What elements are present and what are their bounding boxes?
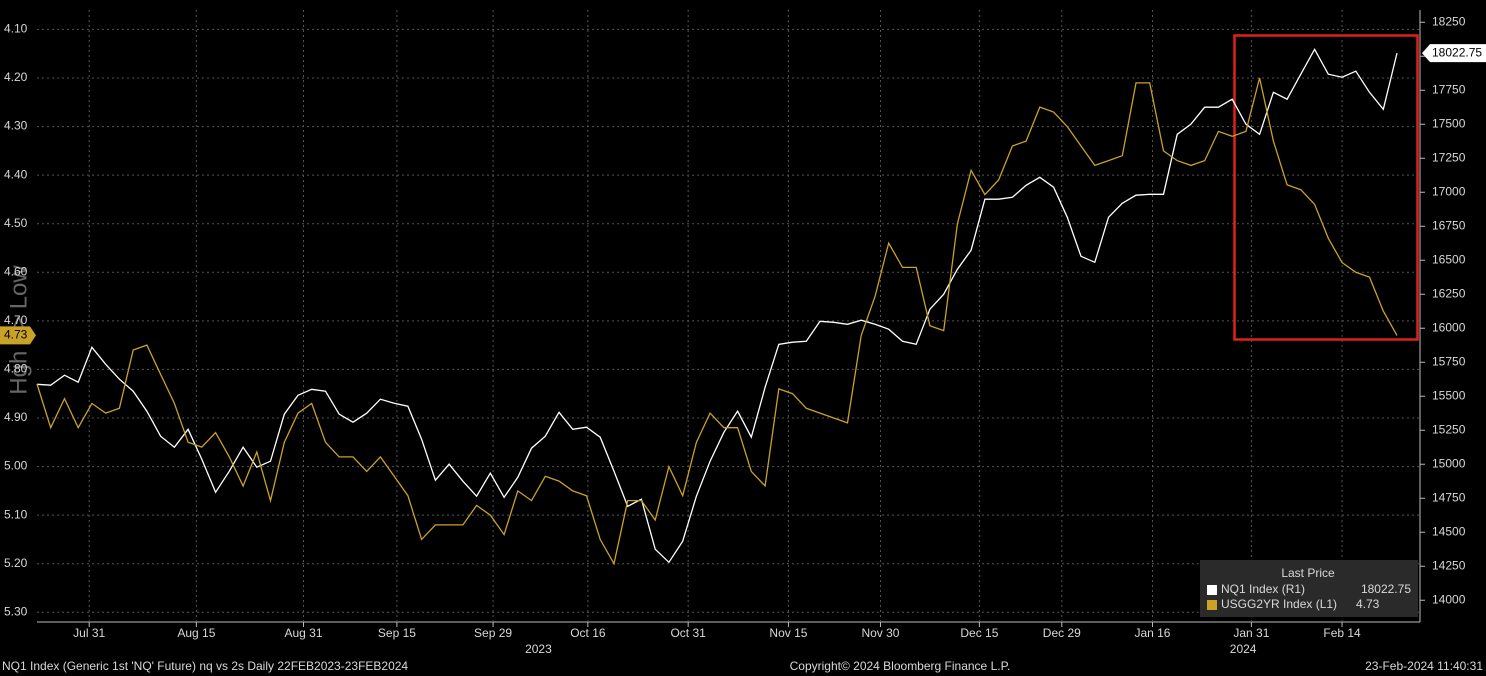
year-label: 2023 — [525, 642, 552, 656]
y-tick-label: 4.90 — [4, 410, 28, 424]
y2-tick-label: 14000 — [1432, 592, 1466, 606]
y-tick-label: 5.10 — [4, 507, 28, 521]
y2-tick-label: 17000 — [1432, 184, 1466, 198]
y2-tick-label: 17750 — [1432, 82, 1466, 96]
y-tick-label: 5.20 — [4, 556, 28, 570]
legend-title: Last Price — [1281, 566, 1335, 580]
x-tick-label: Oct 31 — [670, 626, 706, 640]
x-tick-label: Aug 31 — [284, 626, 322, 640]
y2-tick-label: 16500 — [1432, 252, 1466, 266]
y-tick-label: 4.70 — [4, 313, 28, 327]
y-tick-label: 4.80 — [4, 362, 28, 376]
last-value-label: 18022.75 — [1432, 45, 1482, 59]
x-tick-label: Sep 29 — [474, 626, 512, 640]
x-tick-label: Feb 14 — [1323, 626, 1361, 640]
last-value-label: 4.73 — [4, 328, 28, 342]
footer-left: NQ1 Index (Generic 1st 'NQ' Future) nq v… — [2, 659, 408, 673]
y-tick-label: 5.30 — [4, 604, 28, 618]
y-tick-label: 4.30 — [4, 119, 28, 133]
x-tick-label: Oct 16 — [570, 626, 606, 640]
y-tick-label: 4.20 — [4, 70, 28, 84]
legend-label: NQ1 Index (R1) — [1221, 582, 1305, 596]
x-tick-label: Dec 15 — [960, 626, 998, 640]
y2-tick-label: 15750 — [1432, 354, 1466, 368]
y2-tick-label: 17250 — [1432, 150, 1466, 164]
last-value-badge — [0, 326, 36, 345]
x-tick-label: Dec 29 — [1043, 626, 1081, 640]
y2-tick-label: 14750 — [1432, 490, 1466, 504]
legend-swatch — [1207, 585, 1217, 595]
series-line — [36, 77, 1398, 566]
legend-value: 18022.75 — [1361, 582, 1411, 596]
legend-box — [1200, 560, 1418, 617]
footer-center: Copyright© 2024 Bloomberg Finance L.P. — [790, 659, 1011, 673]
x-tick-label: Aug 15 — [177, 626, 215, 640]
x-tick-label: Jul 31 — [73, 626, 105, 640]
legend-swatch — [1207, 600, 1217, 610]
last-value-badge — [1422, 44, 1486, 63]
x-tick-label: Nov 30 — [861, 626, 899, 640]
y-tick-label: 4.40 — [4, 167, 28, 181]
x-tick-label: Jan 31 — [1233, 626, 1269, 640]
year-label: 2024 — [1230, 642, 1257, 656]
footer-right: 23-Feb-2024 11:40:31 — [1365, 659, 1483, 673]
x-tick-label: Nov 15 — [769, 626, 807, 640]
y2-tick-label: 15250 — [1432, 422, 1466, 436]
y2-tick-label: 16750 — [1432, 218, 1466, 232]
y-tick-label: 4.60 — [4, 264, 28, 278]
plot — [36, 10, 1420, 622]
y2-tick-label: 15000 — [1432, 456, 1466, 470]
x-tick-label: Jan 16 — [1134, 626, 1170, 640]
y2-tick-label: 17500 — [1432, 116, 1466, 130]
legend-value: 4.73 — [1356, 597, 1380, 611]
y2-tick-label: 16250 — [1432, 286, 1466, 300]
y2-tick-label: 14500 — [1432, 524, 1466, 538]
y-tick-label: 4.10 — [4, 22, 28, 36]
y2-tick-label: 14250 — [1432, 558, 1466, 572]
y-tick-label: 5.00 — [4, 459, 28, 473]
y-tick-label: 4.50 — [4, 216, 28, 230]
y2-tick-label: 16000 — [1432, 320, 1466, 334]
highlight-box — [1233, 34, 1419, 341]
legend-label: USGG2YR Index (L1) — [1221, 597, 1337, 611]
y2-tick-label: 18250 — [1432, 14, 1466, 28]
y2-tick-label: 15500 — [1432, 388, 1466, 402]
x-tick-label: Sep 15 — [378, 626, 416, 640]
series-line — [36, 47, 1398, 564]
